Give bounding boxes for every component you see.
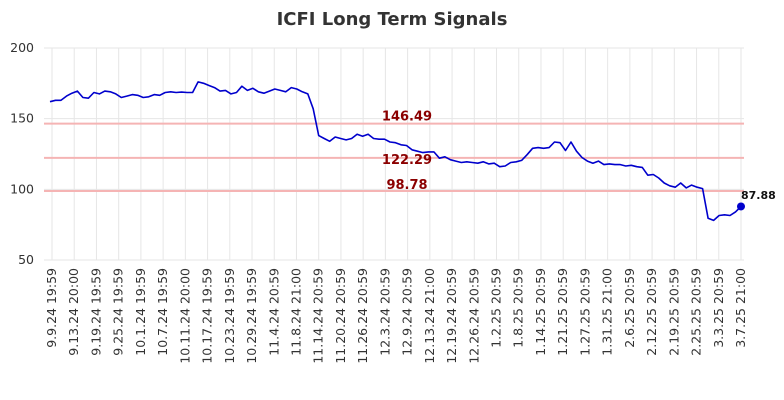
x-tick-label: 2.25.25 20:59 xyxy=(689,268,704,356)
x-tick-label: 12.9.24 20:59 xyxy=(400,268,415,356)
x-tick-label: 1.27.25 20:59 xyxy=(577,268,592,356)
x-tick-label: 1.8.25 20:59 xyxy=(511,268,526,348)
x-tick-label: 9.9.24 19:59 xyxy=(44,268,59,348)
signal-lines: 146.49 122.29 98.78 xyxy=(44,110,744,193)
x-tick-label: 10.23.24 19:59 xyxy=(222,268,237,364)
x-tick-label: 3.3.25 20:59 xyxy=(711,268,726,348)
x-tick-label: 12.3.24 20:59 xyxy=(377,268,392,356)
x-tick-label: 9.19.24 19:59 xyxy=(88,268,103,356)
x-tick-label: 1.14.25 20:59 xyxy=(533,268,548,356)
x-tick-label: 11.8.24 21:00 xyxy=(288,268,303,356)
signal-label: 98.78 xyxy=(386,178,427,193)
y-tick-label: 200 xyxy=(10,40,34,55)
y-tick-label: 150 xyxy=(10,111,34,126)
x-tick-label: 11.4.24 20:59 xyxy=(266,268,281,356)
x-tick-label: 9.13.24 20:00 xyxy=(66,268,81,356)
last-value-label: 87.88 xyxy=(741,189,776,202)
y-tick-label: 50 xyxy=(18,252,34,267)
x-tick-label: 2.6.25 20:59 xyxy=(622,268,637,348)
x-tick-label: 11.14.24 20:59 xyxy=(311,268,326,364)
signal-label: 146.49 xyxy=(382,110,432,125)
x-tick-label: 12.13.24 21:00 xyxy=(422,268,437,364)
x-tick-label: 12.26.24 20:59 xyxy=(466,268,481,364)
price-line xyxy=(49,81,742,222)
signal-label: 122.29 xyxy=(382,153,432,168)
x-tick-label: 2.19.25 20:59 xyxy=(666,268,681,356)
y-tick-label: 100 xyxy=(10,181,34,196)
x-tick-label: 3.7.25 21:00 xyxy=(733,268,748,348)
x-tick-label: 11.26.24 20:59 xyxy=(355,268,370,364)
axes: 50 100 150 200 9.9.24 19:59 9.13.24 20:00 9.19… xyxy=(10,40,748,364)
grid xyxy=(44,47,744,261)
price-series: 87.88 xyxy=(49,81,776,222)
x-tick-label: 9.25.24 19:59 xyxy=(111,268,126,356)
x-tick-label: 2.12.25 20:59 xyxy=(644,268,659,356)
x-tick-label: 10.7.24 19:59 xyxy=(155,268,170,356)
last-value-marker xyxy=(737,202,745,211)
x-tick-label: 1.21.25 20:59 xyxy=(555,268,570,356)
x-tick-label: 1.31.25 21:00 xyxy=(600,268,615,356)
x-tick-label: 10.11.24 20:00 xyxy=(177,268,192,364)
chart-title: ICFI Long Term Signals xyxy=(277,9,508,30)
x-tick-label: 12.19.24 20:59 xyxy=(444,268,459,364)
x-tick-label: 1.2.25 20:59 xyxy=(489,268,504,348)
x-tick-label: 10.1.24 19:59 xyxy=(133,268,148,356)
x-tick-label: 11.20.24 20:59 xyxy=(333,268,348,364)
x-tick-label: 10.17.24 19:59 xyxy=(200,268,215,364)
x-tick-label: 10.29.24 19:59 xyxy=(244,268,259,364)
